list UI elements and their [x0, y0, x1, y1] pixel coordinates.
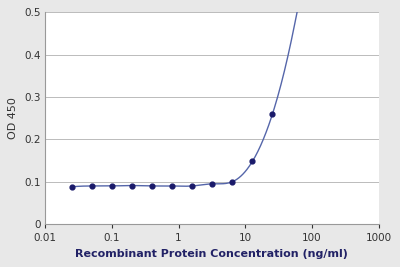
- X-axis label: Recombinant Protein Concentration (ng/ml): Recombinant Protein Concentration (ng/ml…: [76, 249, 348, 259]
- Point: [169, 184, 175, 188]
- Point: [129, 183, 135, 188]
- Point: [269, 112, 276, 116]
- Point: [229, 180, 236, 184]
- Point: [189, 184, 196, 188]
- Point: [249, 159, 256, 164]
- Point: [68, 185, 75, 189]
- Point: [89, 184, 95, 188]
- Point: [109, 184, 115, 188]
- Point: [209, 182, 216, 186]
- Y-axis label: OD 450: OD 450: [8, 97, 18, 139]
- Point: [149, 184, 155, 188]
